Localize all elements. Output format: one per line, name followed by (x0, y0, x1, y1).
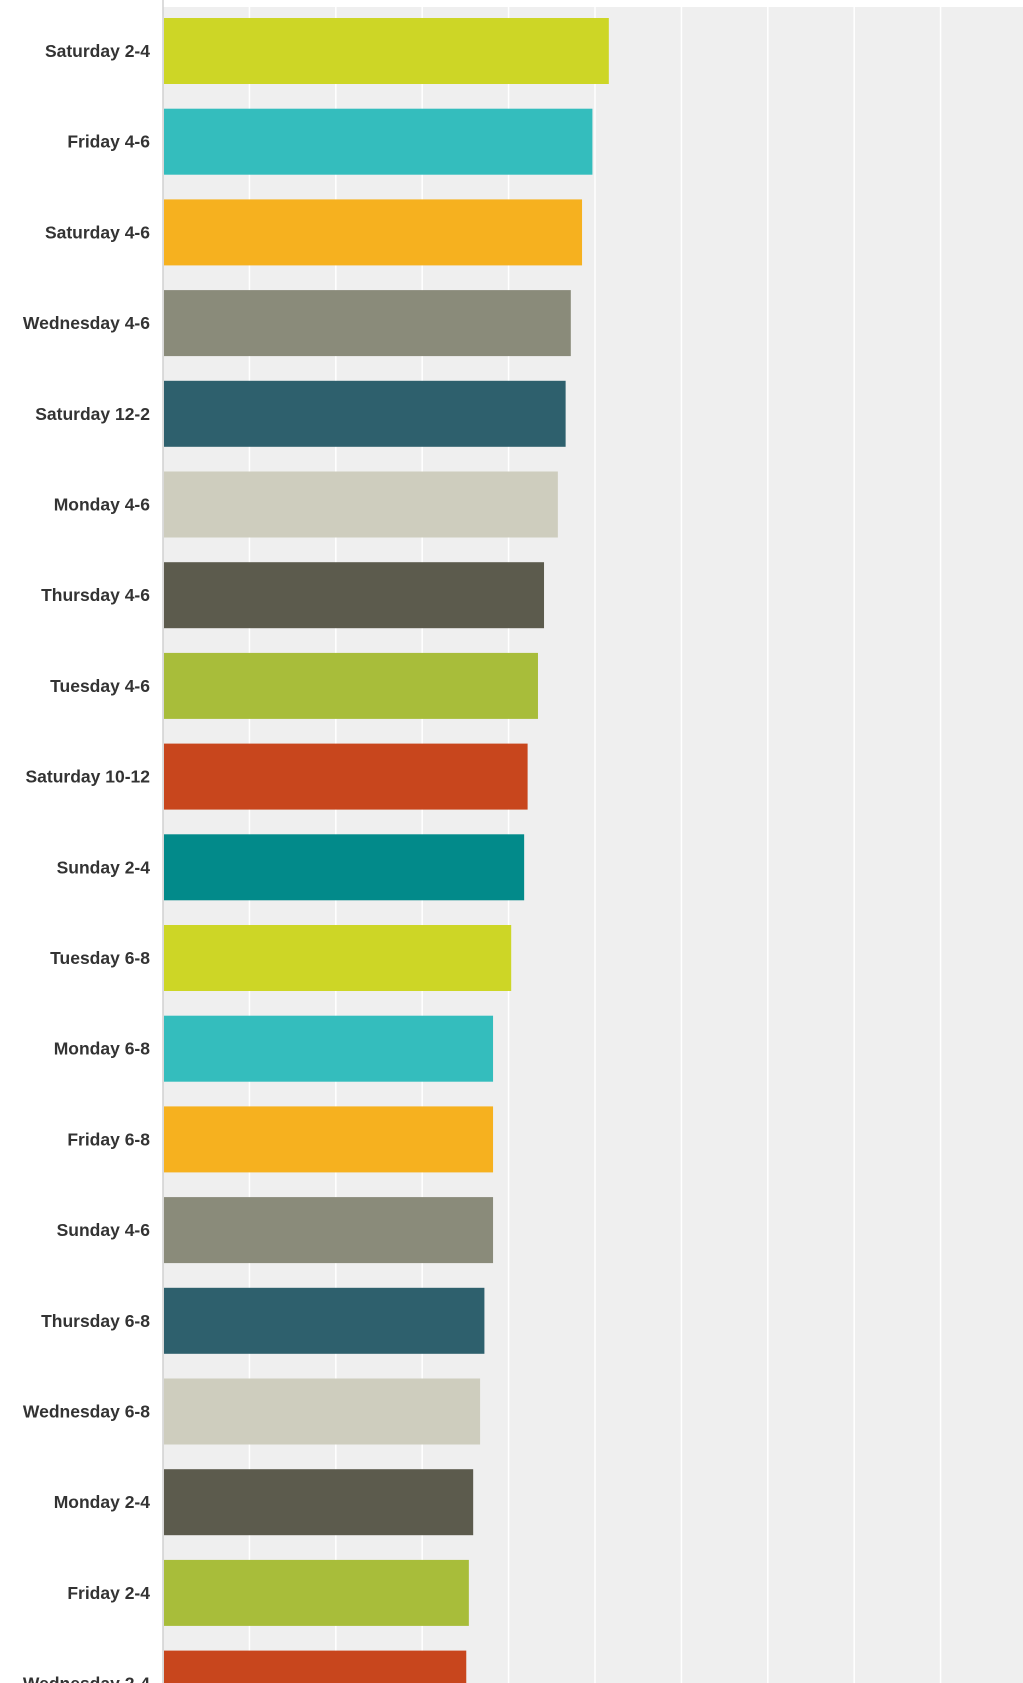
category-label: Monday 6-8 (54, 1039, 151, 1059)
bar (164, 1015, 494, 1082)
bar (164, 380, 566, 447)
category-label: Saturday 12-2 (35, 404, 150, 424)
bar (164, 108, 593, 175)
category-labels: Saturday 2-4 Friday 4-6 Saturday 4-6 Wednes… (23, 41, 150, 1683)
category-label: Saturday 10-12 (25, 767, 150, 787)
category-label: Wednesday 2-4 (23, 1674, 150, 1683)
bar (164, 290, 571, 357)
bar (164, 1469, 474, 1536)
bar (164, 471, 558, 538)
category-label: Tuesday 4-6 (50, 676, 150, 696)
category-label: Friday 2-4 (67, 1583, 150, 1603)
category-label: Sunday 2-4 (57, 857, 151, 877)
category-label: Wednesday 4-6 (23, 313, 150, 333)
category-label: Monday 2-4 (54, 1492, 151, 1512)
category-label: Thursday 4-6 (41, 585, 150, 605)
category-label: Saturday 4-6 (45, 222, 150, 242)
bar (164, 1559, 469, 1626)
category-label: Monday 4-6 (54, 495, 151, 515)
bar (164, 1106, 494, 1173)
bar (164, 834, 525, 901)
category-label: Saturday 2-4 (45, 41, 150, 61)
bar (164, 18, 609, 84)
bars (164, 18, 609, 1683)
category-label: Friday 6-8 (67, 1129, 150, 1149)
bar (164, 1378, 481, 1445)
bar (164, 199, 583, 266)
category-label: Tuesday 6-8 (50, 948, 150, 968)
category-label: Thursday 6-8 (41, 1311, 150, 1331)
category-label: Wednesday 6-8 (23, 1402, 150, 1422)
bar (164, 562, 545, 629)
bar (164, 1287, 485, 1354)
bar (164, 1650, 467, 1683)
bar (164, 652, 538, 719)
category-label: Friday 4-6 (67, 132, 150, 152)
bar (164, 743, 528, 810)
bar (164, 1197, 494, 1264)
bar (164, 925, 512, 991)
category-label: Sunday 4-6 (57, 1220, 151, 1240)
